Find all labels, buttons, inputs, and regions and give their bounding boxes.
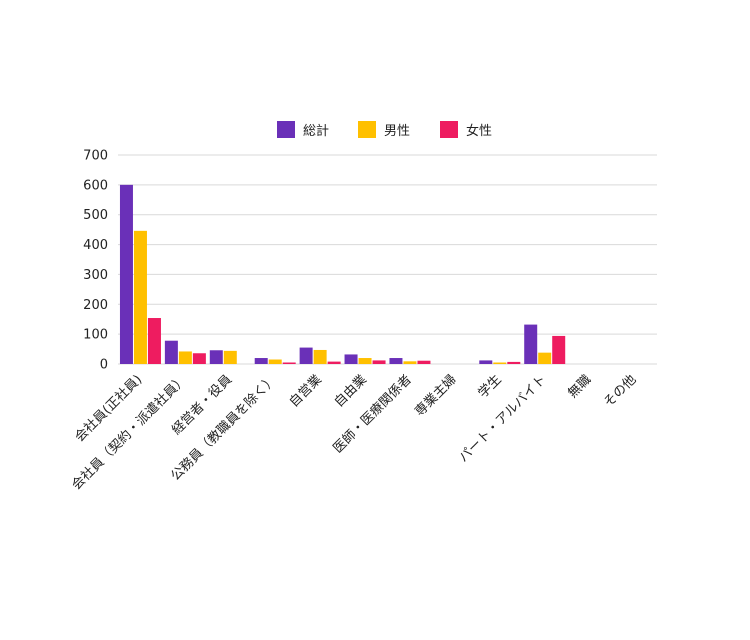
bar-男性 [403,361,417,364]
y-tick-label: 100 [83,328,108,343]
bar-女性 [507,361,521,364]
bar-総計 [479,360,493,364]
legend-item: 総計 [277,121,329,139]
gridlines [118,154,657,365]
bar-総計 [344,354,358,364]
bar-総計 [164,340,178,364]
legend-swatch [358,121,376,138]
bar-男性 [538,352,552,364]
y-tick-label: 200 [83,298,108,313]
bar-総計 [524,324,538,364]
y-tick-label: 0 [100,358,108,373]
bar-男性 [268,359,282,364]
bar-総計 [119,184,133,364]
legend-label: 総計 [303,123,329,139]
x-tick-label: 専業主婦 [412,372,460,420]
y-tick-label: 300 [83,268,108,283]
legend-swatch [277,121,295,138]
bar-男性 [223,350,237,364]
bar-女性 [192,353,206,364]
x-tick-label: 自由業 [331,372,370,411]
y-tick-label: 600 [83,178,108,193]
bar-男性 [358,358,372,364]
x-tick-label: 自営業 [286,372,325,411]
y-tick-label: 400 [83,238,108,253]
x-tick-label: パート・アルバイト [456,372,549,465]
bar-男性 [493,362,507,364]
legend: 総計 男性 女性 [277,121,492,139]
bar-女性 [327,361,341,364]
legend-swatch [440,121,458,138]
bar-総計 [389,358,403,364]
bar-総計 [299,347,313,364]
legend-label: 男性 [384,124,410,139]
bars [119,184,566,364]
bar-男性 [178,351,192,364]
bar-女性 [372,360,386,364]
x-tick-label: 医師・医療関係者 [331,372,415,456]
bar-男性 [133,230,147,364]
legend-item: 男性 [358,121,410,139]
bar-女性 [147,318,161,364]
y-axis: 0 100 200 300 400 500 600 700 [83,149,108,373]
y-tick-label: 500 [83,208,108,223]
x-tick-label: その他 [601,372,639,410]
y-tick-label: 700 [83,149,108,164]
bar-男性 [313,349,327,364]
legend-item: 女性 [440,121,492,139]
legend-label: 女性 [466,123,492,139]
bar-女性 [552,335,566,364]
bar-総計 [209,350,223,364]
bar-総計 [254,358,268,364]
x-tick-label: 学生 [475,372,505,402]
bar-女性 [282,362,296,364]
x-tick-label: 無職 [565,372,594,401]
bar-女性 [417,360,431,364]
